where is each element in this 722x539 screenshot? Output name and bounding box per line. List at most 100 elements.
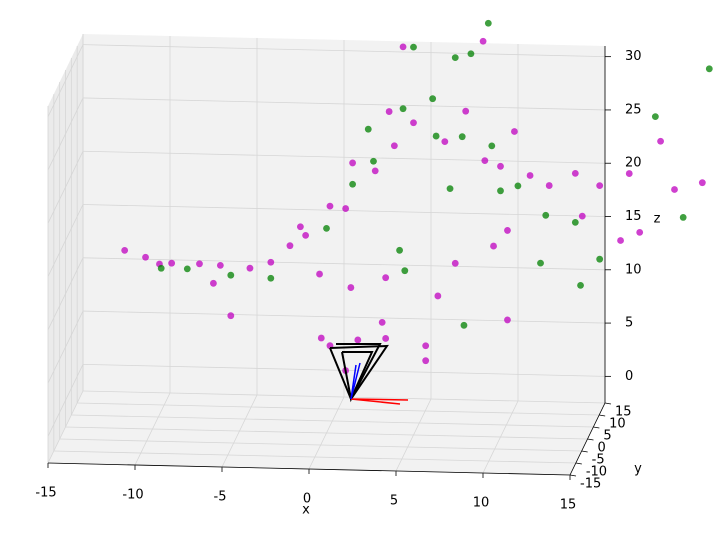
point: [571, 169, 579, 177]
y-tick-label: 5: [603, 429, 611, 444]
point: [347, 284, 355, 291]
tick-mark: [587, 438, 594, 441]
point: [410, 43, 417, 51]
grid-line: [71, 414, 594, 428]
y-tick-label: 10: [609, 417, 626, 432]
grid-line: [47, 44, 84, 117]
x-axis-label: x: [302, 503, 310, 518]
point: [390, 142, 398, 150]
point: [537, 259, 544, 267]
tick-mark: [593, 426, 600, 429]
point: [246, 264, 254, 272]
point: [354, 336, 362, 344]
grid-line: [65, 426, 588, 440]
point: [326, 202, 334, 210]
tick-mark: [569, 474, 577, 477]
point: [698, 179, 706, 187]
point: [484, 19, 492, 27]
point: [497, 187, 504, 195]
x-tick-label: 15: [560, 498, 577, 513]
grid-line: [47, 204, 84, 277]
grid-line: [47, 257, 84, 330]
x-tick-label: -15: [35, 486, 56, 501]
z-tick-label: 10: [625, 262, 642, 277]
point: [399, 105, 407, 113]
x-tick-label: 0: [303, 492, 311, 507]
point: [481, 157, 489, 165]
y-tick-label: 0: [598, 441, 606, 456]
point: [705, 65, 713, 73]
point: [183, 265, 191, 273]
z-axis-label: z: [654, 212, 661, 227]
point: [596, 255, 604, 263]
frustum-edge: [329, 344, 389, 402]
point: [488, 142, 496, 150]
tick-mark: [575, 462, 582, 465]
point: [227, 312, 235, 320]
tick-mark: [604, 402, 612, 405]
point: [378, 318, 386, 326]
point: [542, 211, 550, 219]
point: [497, 162, 504, 170]
point: [410, 119, 417, 127]
axis-line: [569, 402, 606, 476]
y-tick-label: -5: [592, 453, 605, 468]
z-tick-label: 20: [625, 156, 642, 171]
grid-line: [77, 402, 600, 416]
point: [545, 182, 553, 189]
point: [657, 137, 664, 145]
grid-line: [82, 44, 606, 58]
grid-line: [47, 97, 84, 171]
y-axis-label: y: [634, 462, 642, 477]
grid-line: [82, 150, 606, 164]
point: [382, 274, 390, 282]
point: [571, 218, 579, 226]
grid-line: [53, 450, 576, 464]
point: [316, 270, 323, 278]
point: [302, 231, 310, 239]
frustum-edge: [341, 351, 374, 403]
point: [671, 186, 678, 193]
panes: [47, 34, 612, 480]
x-tick-label: 5: [390, 494, 398, 509]
point: [399, 43, 407, 51]
z-tick-label: 15: [625, 209, 642, 224]
point: [578, 212, 586, 220]
point: [458, 133, 466, 141]
camera-axis: [350, 398, 409, 401]
point: [422, 342, 430, 350]
point: [210, 279, 217, 287]
points: [121, 19, 713, 374]
point: [323, 224, 330, 232]
grid-line: [82, 310, 606, 324]
point: [441, 138, 449, 145]
y-tick-label: 15: [615, 405, 632, 420]
point: [432, 132, 440, 140]
grid-line: [82, 257, 606, 271]
point: [479, 37, 487, 45]
point: [267, 274, 275, 282]
point: [429, 95, 437, 103]
point: [121, 246, 129, 254]
x-tick-label: 10: [473, 496, 490, 511]
point: [617, 237, 624, 244]
point: [297, 223, 304, 231]
point: [462, 107, 470, 115]
point: [364, 125, 372, 133]
x-tick-label: -10: [122, 488, 143, 503]
point: [625, 170, 633, 177]
point: [504, 227, 511, 234]
point: [371, 167, 379, 175]
point: [370, 157, 377, 165]
point: [168, 259, 176, 267]
point: [401, 267, 409, 275]
point: [396, 246, 403, 254]
point: [490, 242, 497, 250]
point: [349, 159, 356, 167]
axis-line: [47, 462, 571, 476]
point: [451, 54, 459, 62]
point: [267, 258, 275, 266]
point: [196, 260, 203, 268]
grid-line: [47, 310, 84, 384]
